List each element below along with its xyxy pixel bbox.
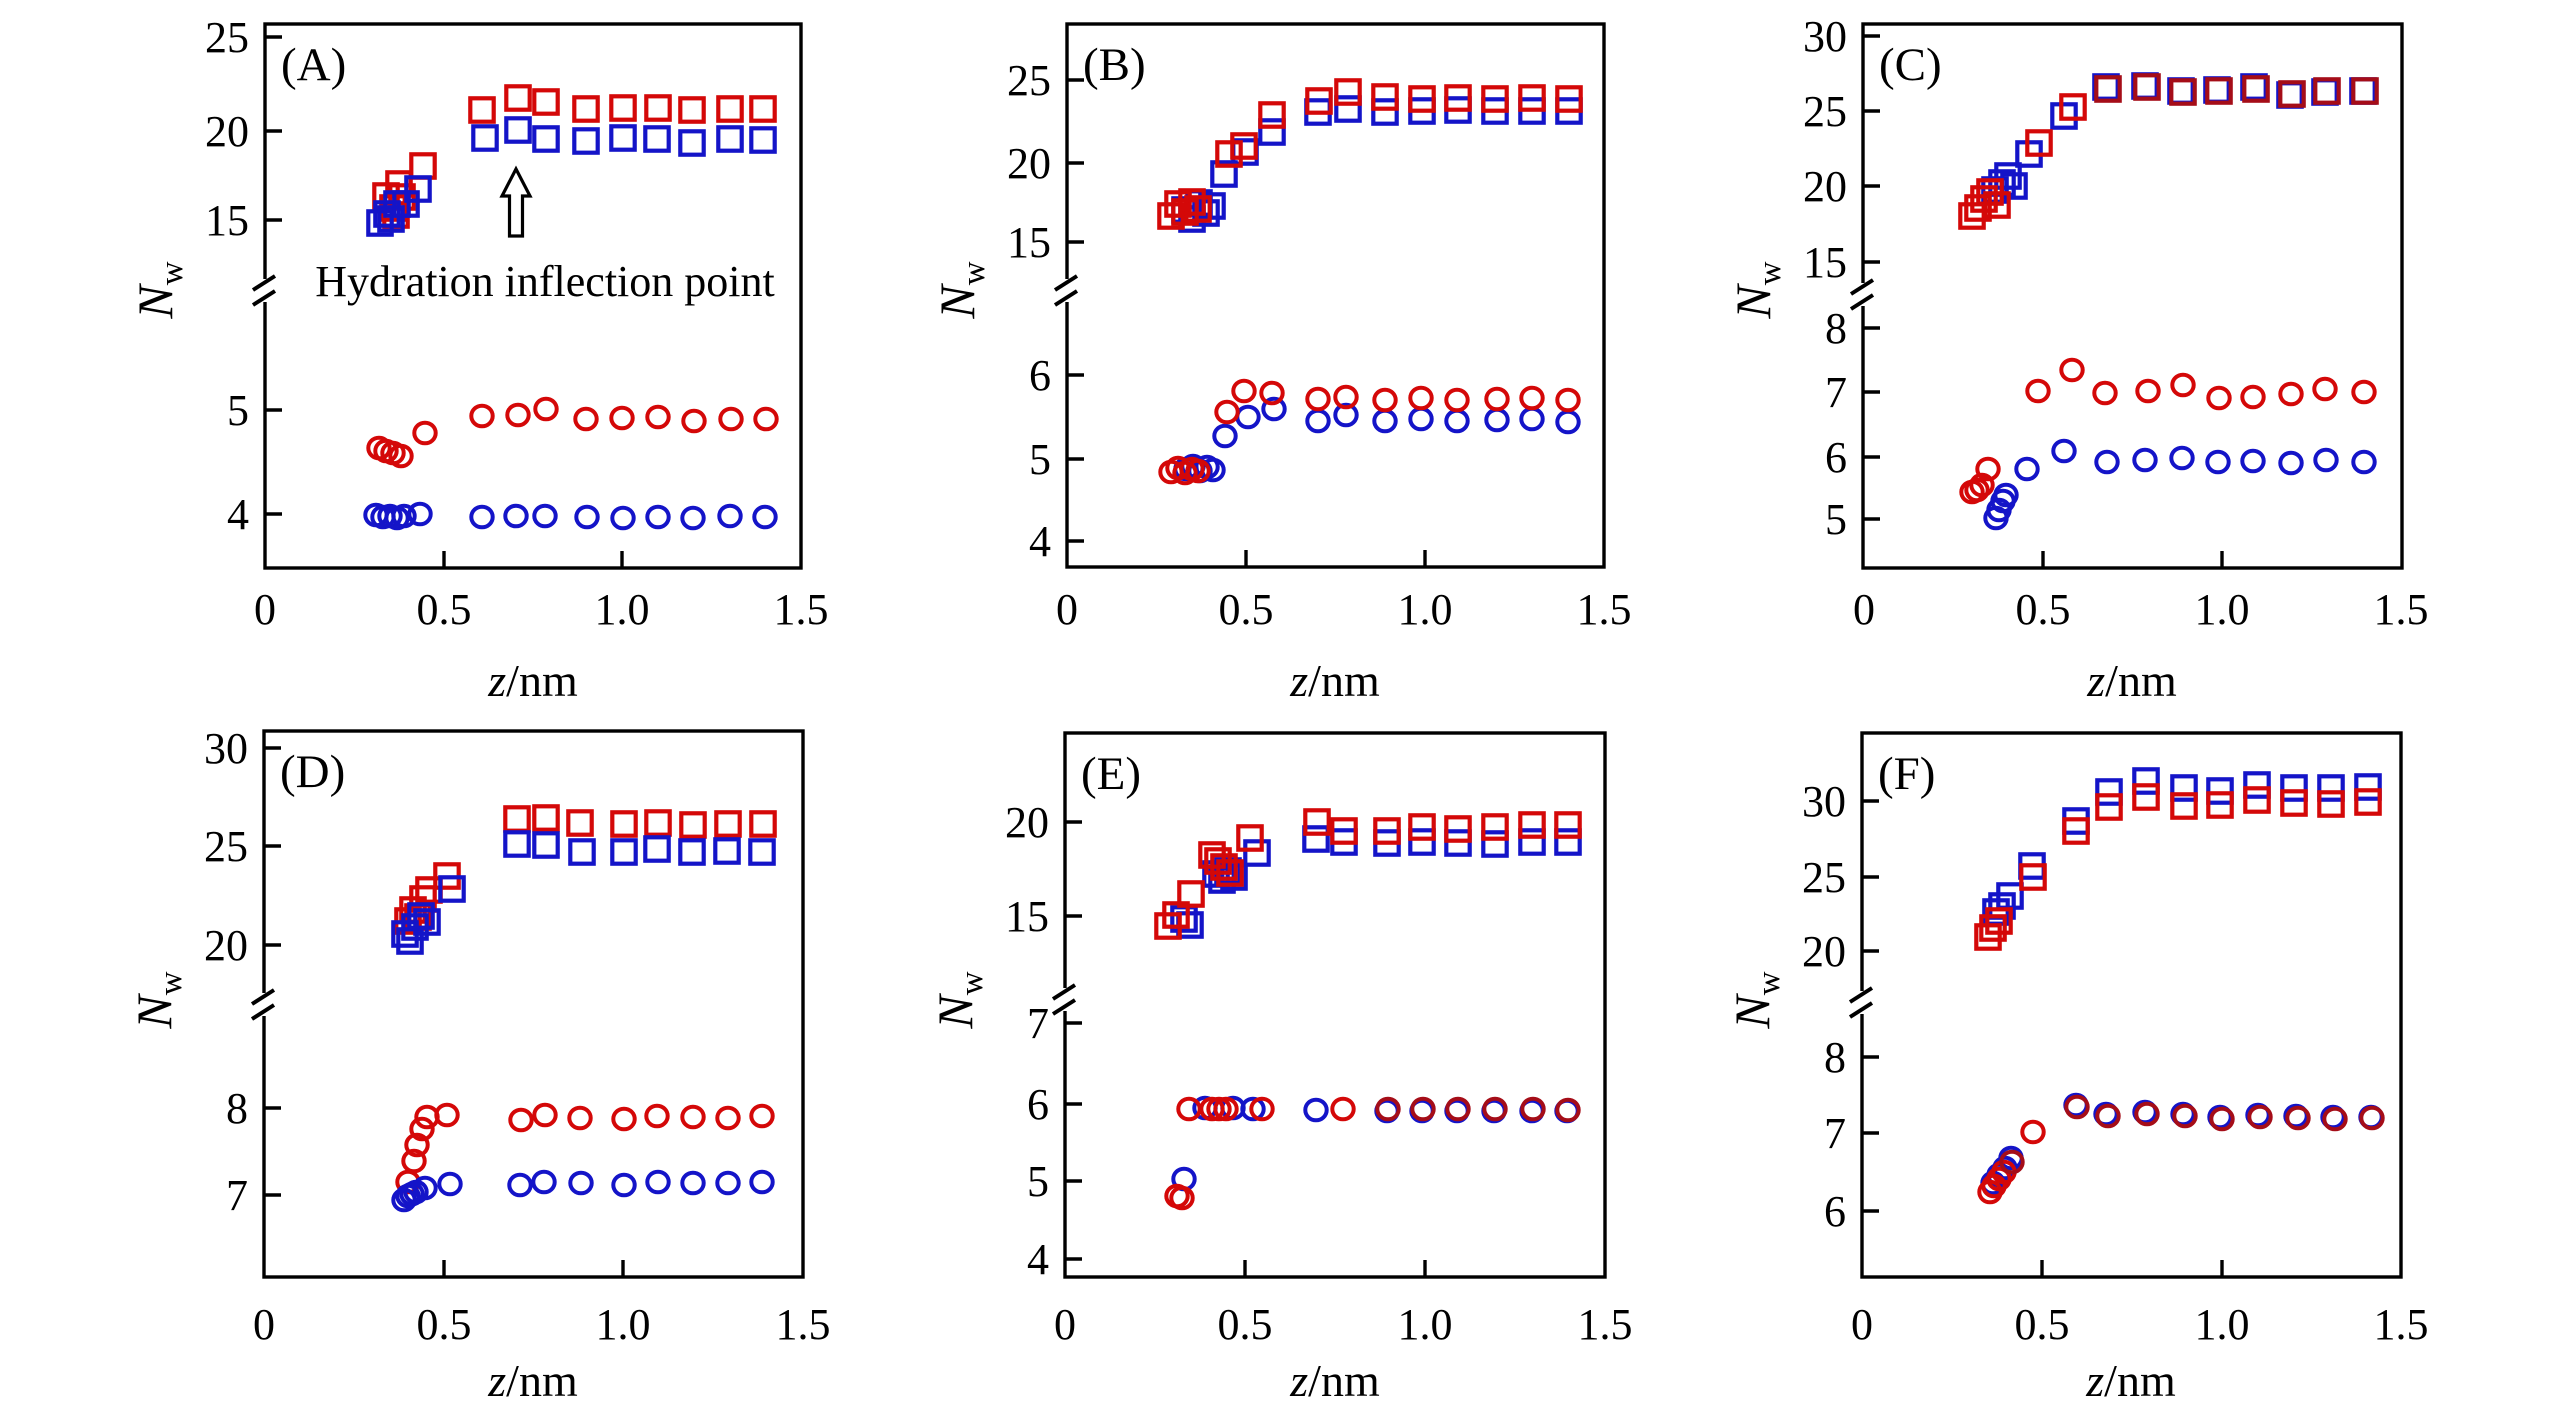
svg-text:0.5: 0.5 (2016, 585, 2071, 634)
svg-text:7: 7 (226, 1171, 248, 1220)
svg-text:5: 5 (227, 386, 249, 435)
svg-text:15: 15 (1005, 892, 1049, 941)
svg-text:(F): (F) (1878, 748, 1935, 800)
svg-text:0.5: 0.5 (2015, 1300, 2070, 1349)
svg-text:1.5: 1.5 (1578, 1300, 1633, 1349)
svg-text:20: 20 (1802, 927, 1846, 976)
svg-text:1.5: 1.5 (2374, 585, 2429, 634)
svg-text:5: 5 (1029, 435, 1051, 484)
svg-text:1.0: 1.0 (1398, 585, 1453, 634)
svg-text:0: 0 (253, 1300, 275, 1349)
svg-text:0: 0 (1853, 585, 1875, 634)
svg-text:(C): (C) (1879, 39, 1942, 91)
svg-text:20: 20 (205, 107, 249, 156)
svg-text:7: 7 (1824, 1109, 1846, 1158)
svg-text:4: 4 (1027, 1235, 1049, 1284)
svg-text:15: 15 (205, 196, 249, 245)
svg-text:Nw: Nw (127, 261, 190, 319)
svg-text:1.0: 1.0 (595, 585, 650, 634)
svg-text:4: 4 (1029, 517, 1051, 566)
svg-text:25: 25 (205, 13, 249, 62)
svg-text:20: 20 (1007, 139, 1051, 188)
svg-text:0.5: 0.5 (417, 1300, 472, 1349)
svg-text:z/nm: z/nm (2086, 655, 2177, 706)
svg-text:0: 0 (1054, 1300, 1076, 1349)
svg-text:Hydration inflection point: Hydration inflection point (315, 257, 774, 306)
svg-text:1.5: 1.5 (774, 585, 829, 634)
svg-text:z/nm: z/nm (1289, 1355, 1380, 1406)
svg-text:1.5: 1.5 (1577, 585, 1632, 634)
svg-text:(A): (A) (281, 39, 346, 91)
svg-text:20: 20 (1803, 162, 1847, 211)
svg-text:Nw: Nw (126, 971, 189, 1029)
svg-text:30: 30 (204, 724, 248, 773)
svg-text:0.5: 0.5 (1218, 1300, 1273, 1349)
svg-text:6: 6 (1825, 433, 1847, 482)
svg-text:(E): (E) (1081, 748, 1141, 800)
svg-text:15: 15 (1007, 218, 1051, 267)
svg-text:z/nm: z/nm (2085, 1355, 2176, 1406)
svg-text:0: 0 (1056, 585, 1078, 634)
svg-text:z/nm: z/nm (487, 655, 578, 706)
svg-text:1.5: 1.5 (776, 1300, 831, 1349)
svg-text:6: 6 (1029, 351, 1051, 400)
svg-text:z/nm: z/nm (1289, 655, 1380, 706)
svg-text:0.5: 0.5 (1219, 585, 1274, 634)
svg-text:7: 7 (1027, 999, 1049, 1048)
svg-text:6: 6 (1824, 1187, 1846, 1236)
svg-text:z/nm: z/nm (487, 1355, 578, 1406)
svg-text:20: 20 (1005, 798, 1049, 847)
svg-text:1.5: 1.5 (2374, 1300, 2429, 1349)
svg-text:8: 8 (226, 1084, 248, 1133)
svg-text:Nw: Nw (927, 971, 990, 1029)
svg-text:1.0: 1.0 (596, 1300, 651, 1349)
svg-text:6: 6 (1027, 1080, 1049, 1129)
svg-text:5: 5 (1825, 495, 1847, 544)
svg-text:0: 0 (254, 585, 276, 634)
svg-text:5: 5 (1027, 1157, 1049, 1206)
svg-text:7: 7 (1825, 368, 1847, 417)
svg-text:1.0: 1.0 (2195, 1300, 2250, 1349)
svg-text:30: 30 (1803, 12, 1847, 61)
svg-text:20: 20 (204, 921, 248, 970)
svg-text:(B): (B) (1083, 39, 1146, 91)
svg-text:25: 25 (1803, 87, 1847, 136)
svg-text:25: 25 (204, 822, 248, 871)
svg-text:4: 4 (227, 490, 249, 539)
svg-text:0: 0 (1851, 1300, 1873, 1349)
svg-text:Nw: Nw (1724, 971, 1787, 1029)
svg-text:8: 8 (1824, 1033, 1846, 1082)
svg-text:1.0: 1.0 (1398, 1300, 1453, 1349)
svg-text:25: 25 (1007, 56, 1051, 105)
svg-text:15: 15 (1803, 238, 1847, 287)
svg-text:30: 30 (1802, 777, 1846, 826)
svg-text:8: 8 (1825, 304, 1847, 353)
svg-text:0.5: 0.5 (417, 585, 472, 634)
svg-text:25: 25 (1802, 853, 1846, 902)
svg-text:(D): (D) (280, 746, 345, 798)
svg-text:1.0: 1.0 (2195, 585, 2250, 634)
svg-text:Nw: Nw (929, 261, 992, 319)
svg-text:Nw: Nw (1725, 261, 1788, 319)
